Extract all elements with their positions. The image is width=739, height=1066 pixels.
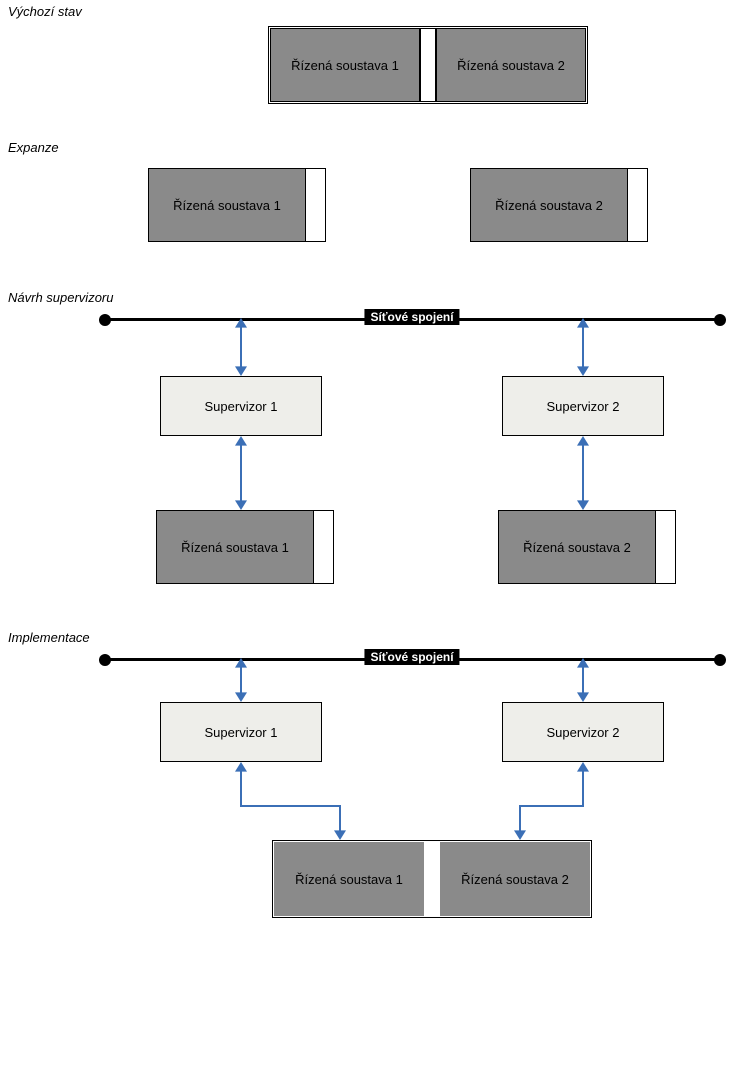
network-endpoint-icon [714, 314, 726, 326]
box-label: Supervizor 2 [547, 725, 620, 740]
diagram-box: Řízená soustava 2 [470, 168, 648, 242]
box-label: Řízená soustava 1 [173, 198, 281, 213]
diagram-box: Supervizor 2 [502, 376, 664, 436]
box-inner-stripe [313, 511, 333, 583]
double-arrow-elbow-icon [229, 762, 352, 842]
diagram-box [420, 28, 436, 102]
box-label: Supervizor 2 [547, 399, 620, 414]
network-endpoint-icon [714, 654, 726, 666]
box-label: Řízená soustava 2 [523, 540, 631, 555]
double-arrow-elbow-icon [508, 762, 595, 842]
section-title: Výchozí stav [8, 4, 82, 19]
double-arrow-icon [573, 318, 593, 376]
double-arrow-icon [231, 436, 251, 510]
box-inner-stripe [655, 511, 675, 583]
double-arrow-icon [231, 658, 251, 702]
section-title: Implementace [8, 630, 90, 645]
box-label: Supervizor 1 [205, 399, 278, 414]
diagram-section: Expanze Řízená soustava 1 Řízená soustava … [0, 140, 739, 290]
double-arrow-icon [573, 436, 593, 510]
network-label: Síťové spojení [364, 309, 459, 325]
diagram-box: Řízená soustava 1 [156, 510, 334, 584]
box-label: Řízená soustava 1 [291, 58, 399, 73]
network-endpoint-icon [99, 654, 111, 666]
diagram-section: Výchozí stav Řízená soustava 1 Řízená sous… [0, 0, 739, 140]
section-title: Návrh supervizoru [8, 290, 114, 305]
double-arrow-icon [573, 658, 593, 702]
diagram-box: Řízená soustava 2 [436, 28, 586, 102]
diagram-section: Návrh supervizoru Síťové spojení Supervizo… [0, 290, 739, 630]
box-gap [424, 842, 440, 916]
box-label: Řízená soustava 1 [295, 872, 403, 887]
diagram-box: Řízená soustava 1 [148, 168, 326, 242]
diagram-section: Implementace Síťové spojení Supervizor 1 Su… [0, 630, 739, 960]
diagram-box: Řízená soustava 2 [440, 842, 590, 916]
box-label: Řízená soustava 2 [495, 198, 603, 213]
diagram-box: Řízená soustava 2 [498, 510, 676, 584]
section-title: Expanze [8, 140, 59, 155]
network-endpoint-icon [99, 314, 111, 326]
box-label: Řízená soustava 2 [461, 872, 569, 887]
diagram-box: Supervizor 2 [502, 702, 664, 762]
box-inner-stripe [627, 169, 647, 241]
diagram-box: Supervizor 1 [160, 376, 322, 436]
network-label: Síťové spojení [364, 649, 459, 665]
double-arrow-icon [231, 318, 251, 376]
diagram-box: Řízená soustava 1 [274, 842, 424, 916]
box-label: Řízená soustava 2 [457, 58, 565, 73]
box-label: Řízená soustava 1 [181, 540, 289, 555]
diagram-box: Supervizor 1 [160, 702, 322, 762]
box-label: Supervizor 1 [205, 725, 278, 740]
box-inner-stripe [305, 169, 325, 241]
diagram-box: Řízená soustava 1 [270, 28, 420, 102]
